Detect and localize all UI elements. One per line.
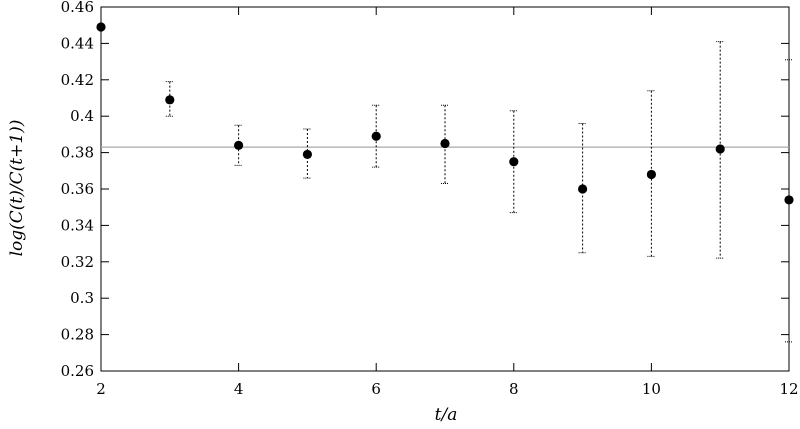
y-tick-label: 0.44 [61,34,94,52]
data-point [715,144,725,154]
x-tick-label: 10 [642,380,661,398]
data-point [509,157,519,167]
y-tick-label: 0.28 [61,326,94,344]
data-point [302,149,312,160]
data-point [578,184,588,194]
y-tick-label: 0.26 [61,362,94,380]
y-tick-label: 0.34 [61,216,94,234]
data-point [784,195,794,205]
data-point [371,131,381,141]
data-points [96,22,794,205]
data-point [440,138,450,149]
error-bars [165,41,793,343]
y-tick-label: 0.3 [70,289,94,307]
data-point [165,95,175,105]
plot-border [100,6,790,372]
y-tick-label: 0.36 [61,180,94,198]
x-axis-label: t/a [435,405,458,425]
data-point [234,140,244,150]
data-point [646,169,657,180]
x-tick-label: 2 [96,380,106,398]
y-tick-label: 0.4 [70,107,94,125]
y-axis-label: log(C(t)/C(t+1)) [7,120,27,257]
y-tick-label: 0.42 [61,71,94,89]
plot-frame [100,6,790,372]
x-tick-label: 4 [234,380,244,398]
x-tick-label: 12 [779,380,798,398]
y-tick-label: 0.46 [61,0,94,16]
y-tick-label: 0.38 [61,144,94,162]
data-point [96,22,106,32]
y-tick-label: 0.32 [61,253,94,271]
tick-labels: 0.26 0.28 0.3 0.32 0.34 0.36 0.38 0.4 0.42 0.44 0.… [61,0,799,398]
x-tick-label: 6 [371,380,381,398]
x-tick-label: 8 [509,380,519,398]
axis-ticks [100,6,790,372]
